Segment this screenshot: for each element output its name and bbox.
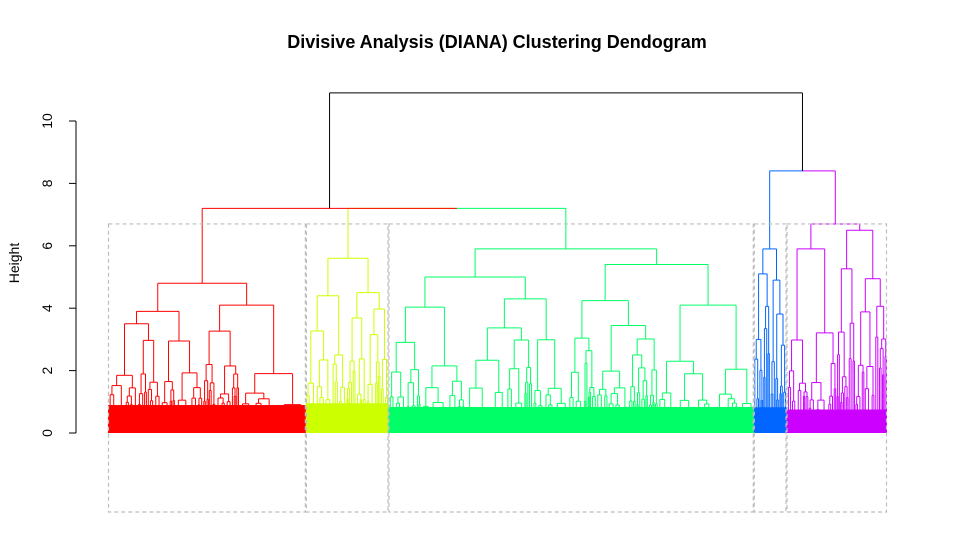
cluster-1: [107, 282, 306, 433]
cluster-box-3: [388, 223, 754, 513]
cluster-3: [388, 248, 754, 433]
cluster-boxes: [107, 223, 888, 513]
y-tick-label: 2: [39, 366, 55, 374]
cluster-box-2: [305, 223, 389, 513]
cluster-2: [305, 257, 389, 433]
y-axis-label: Height: [6, 243, 22, 284]
cluster-box-4: [753, 223, 787, 513]
y-tick-label: 8: [39, 179, 55, 187]
cluster-4: [753, 248, 787, 433]
cluster-box-1: [107, 223, 306, 513]
y-axis: 0 2 4 6 8 10: [39, 113, 77, 437]
cluster-box-5: [786, 223, 888, 513]
y-tick-label: 4: [39, 304, 55, 312]
y-tick-label: 0: [39, 429, 55, 437]
dendrogram-tree: [107, 92, 887, 433]
y-tick-label: 10: [39, 113, 55, 129]
cluster-5: [786, 223, 887, 433]
y-tick-label: 6: [39, 242, 55, 250]
chart-title: Divisive Analysis (DIANA) Clustering Den…: [287, 32, 706, 52]
